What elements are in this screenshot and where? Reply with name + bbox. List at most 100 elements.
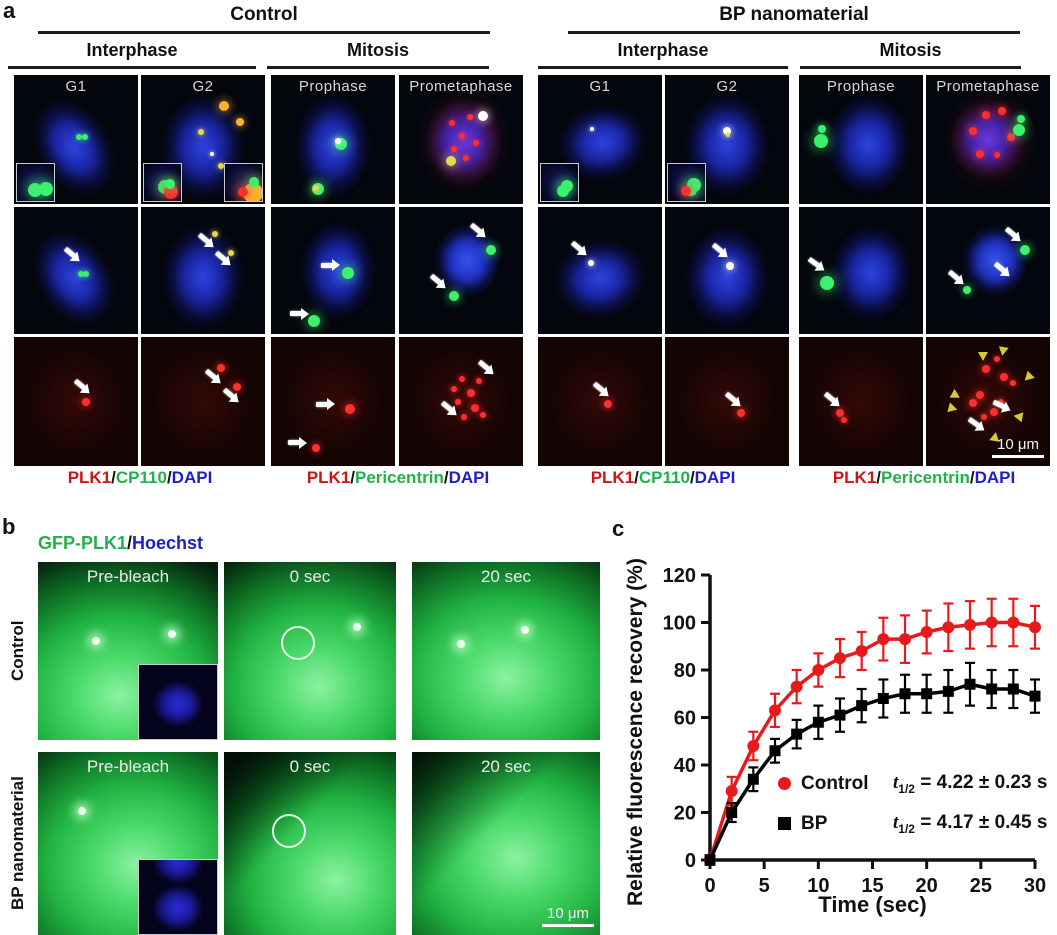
scale-bar-label: 10 μm — [997, 435, 1039, 453]
stain-label: PLK1/Pericentrin/DAPI — [833, 468, 1015, 488]
micrograph-cell — [538, 207, 662, 334]
fluorescent-dot — [1020, 245, 1031, 256]
y-axis-label: Relative fluorescence recovery (%) — [624, 558, 647, 906]
fluorescent-dot — [451, 386, 458, 393]
fluorescent-dot — [975, 149, 984, 158]
inset-box — [138, 859, 218, 935]
stain-label-part: / — [969, 468, 975, 487]
y-tick-label: 20 — [674, 803, 696, 825]
data-point-control — [1007, 616, 1020, 629]
t-subscript: 1/2 — [898, 781, 915, 796]
legend-row: Control t1/2 = 4.22 ± 0.23 s — [778, 772, 1047, 796]
x-tick-label: 30 — [1024, 875, 1046, 897]
data-point-control — [899, 633, 911, 646]
data-point-bp — [769, 745, 781, 757]
data-point-control — [812, 664, 825, 676]
data-point-control — [920, 626, 933, 638]
fluorescent-dot — [969, 398, 978, 407]
x-axis-label: Time (sec) — [818, 892, 927, 917]
t-value: = 4.22 ± 0.23 s — [914, 772, 1048, 793]
frap-micrograph-cell: 0 sec — [224, 562, 396, 740]
bleach-circle — [272, 814, 307, 849]
group-title-bp: BP nanomaterial — [719, 4, 869, 25]
fluorescent-dot — [997, 107, 1006, 116]
stain-label: PLK1/CP110/DAPI — [68, 468, 213, 488]
data-point-control — [877, 633, 890, 646]
fluorescent-dot — [1006, 133, 1015, 142]
fluorescent-dot — [817, 125, 826, 134]
stain-label-part: Pericentrin — [881, 468, 970, 487]
fluorescent-dot — [76, 134, 82, 141]
arrowhead-marker-icon — [997, 346, 1009, 358]
fluorescent-dot — [561, 179, 574, 192]
data-point-bp — [921, 688, 933, 700]
nucleus-blob — [153, 681, 203, 728]
fluorescent-dot — [219, 100, 230, 111]
y-tick-label: 120 — [663, 565, 696, 587]
micrograph-cell — [141, 207, 265, 334]
micrograph-cell — [399, 337, 523, 466]
fluorescent-dot — [217, 162, 224, 169]
stain-label-part: / — [111, 468, 116, 487]
micrograph-cell — [538, 337, 662, 466]
fluorescent-dot — [242, 183, 262, 201]
data-point-bp — [877, 693, 889, 704]
cell-phase-label: Prometaphase — [409, 78, 513, 95]
data-point-bp — [899, 688, 911, 700]
legend-marker-square — [778, 817, 791, 831]
micrograph-cell: Prophase — [799, 75, 923, 204]
subgroup-mitosis-bp: Mitosis — [879, 40, 942, 60]
panel-b-label: b — [2, 514, 16, 539]
inset-box — [224, 163, 263, 202]
fluorescent-dot — [353, 622, 361, 631]
data-point-bp — [1029, 690, 1041, 702]
cell-phase-label: Prophase — [298, 78, 368, 95]
panel-b-title-part: / — [127, 533, 133, 553]
data-point-control — [790, 680, 803, 693]
nucleus-blob — [153, 885, 203, 932]
y-tick-label: 0 — [685, 850, 696, 872]
micrograph-cell: G1 — [538, 75, 662, 204]
frap-chart-svg: 0 20 40 60 80 100 120 0 5 10 15 20 25 30 — [663, 565, 1047, 897]
subgroup-interphase-bp: Interphase — [617, 40, 709, 60]
micrograph-cell — [799, 337, 923, 466]
inset-box — [143, 163, 182, 202]
data-point-bp — [704, 854, 716, 866]
micrograph-cell: G2 — [141, 75, 265, 204]
arrowhead-marker-icon — [978, 352, 989, 362]
fluorescent-dot — [167, 629, 176, 638]
nucleus-blob — [153, 860, 203, 884]
arrow-marker-icon — [807, 257, 821, 269]
fluorescent-dot — [467, 388, 476, 397]
micrograph-cell: G1 — [14, 75, 138, 204]
micrograph-cell — [14, 207, 138, 334]
frame-time-label: 0 sec — [289, 567, 331, 586]
data-point-control — [855, 645, 868, 657]
inset-box — [667, 163, 706, 202]
data-point-control — [942, 621, 955, 634]
frame-time-label: Pre-bleach — [86, 567, 170, 586]
fluorescent-dot — [308, 314, 321, 327]
fluorescent-dot — [473, 139, 480, 146]
fluorescent-dot — [236, 117, 245, 126]
fluorescent-dot — [470, 404, 479, 413]
fluorescent-dot — [454, 398, 461, 405]
header-underline — [568, 31, 1020, 34]
t-value: = 4.17 ± 0.45 s — [914, 812, 1048, 833]
frame-time-label: 20 sec — [480, 757, 532, 776]
stain-label-part: DAPI — [694, 468, 736, 487]
micrograph-cell: Prophase — [271, 75, 395, 204]
cell-nucleus — [294, 94, 372, 198]
stain-label-part: / — [166, 468, 172, 487]
fluorescent-dot — [461, 414, 467, 421]
data-point-bp — [856, 700, 868, 712]
legend-label: Control — [801, 772, 869, 794]
fluorescent-dot — [458, 375, 465, 382]
subgroup-interphase-control: Interphase — [86, 40, 178, 60]
cell-nucleus — [162, 224, 244, 329]
scale-bar: 10 μm — [992, 435, 1044, 458]
x-tick-label: 25 — [970, 875, 992, 897]
arrow-marker-icon — [320, 259, 340, 272]
fluorescent-dot — [210, 152, 215, 157]
